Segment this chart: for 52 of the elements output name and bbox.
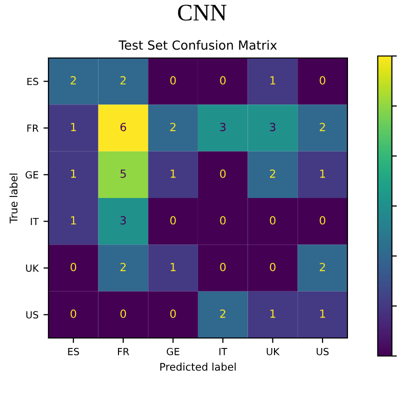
data-label: 6 — [120, 122, 126, 132]
data-label: 0 — [170, 216, 176, 225]
x-axis-title: Predicted label — [160, 362, 236, 371]
data-label: 0 — [220, 216, 226, 225]
data-label: 1 — [320, 310, 326, 318]
data-label: 2 — [320, 122, 325, 132]
data-label: 0 — [320, 216, 326, 225]
data-label: 0 — [220, 262, 226, 272]
data-label: 0 — [70, 309, 76, 318]
data-label: 5 — [120, 170, 126, 178]
chart-subtitle: Test Set Confusion Matrix — [118, 40, 277, 50]
data-label: 2 — [270, 169, 276, 178]
data-label: 0 — [170, 76, 176, 85]
x-tick-label: US — [316, 348, 329, 356]
data-label: 1 — [320, 170, 326, 178]
x-tick-label: ES — [68, 348, 80, 356]
y-tick-label: ES — [27, 78, 38, 86]
data-label: 1 — [71, 122, 76, 132]
data-label: 3 — [220, 122, 226, 132]
data-label: 1 — [270, 76, 276, 84]
data-label: 2 — [320, 262, 325, 272]
data-label: 1 — [270, 310, 276, 318]
data-label: 1 — [71, 216, 76, 224]
data-label: 0 — [170, 309, 176, 318]
y-tick-label: IT — [30, 218, 39, 226]
data-label: 3 — [270, 122, 276, 132]
data-label: 2 — [220, 309, 226, 318]
data-label: 1 — [71, 170, 76, 178]
x-tick-label: UK — [266, 348, 280, 356]
y-tick-label: US — [26, 311, 38, 318]
data-label: 0 — [220, 76, 226, 85]
y-axis-title: True label — [9, 174, 18, 224]
y-tick-label: FR — [27, 124, 38, 132]
chart-title: CNN — [178, 4, 226, 21]
x-tick-label: IT — [219, 348, 228, 356]
data-label: 0 — [270, 216, 276, 225]
data-label: 2 — [120, 76, 126, 84]
data-label: 2 — [120, 262, 126, 272]
data-label: 0 — [120, 309, 126, 318]
data-label: 2 — [70, 76, 76, 84]
data-label: 2 — [170, 122, 176, 132]
x-tick-label: FR — [118, 348, 130, 356]
y-tick-label: GE — [26, 171, 38, 178]
data-label: 1 — [170, 170, 176, 178]
data-label: 3 — [120, 216, 126, 225]
data-label: 0 — [320, 76, 326, 85]
y-tick-label: UK — [26, 264, 39, 272]
data-label: 1 — [170, 262, 176, 272]
data-label: 0 — [220, 169, 226, 178]
x-tick-label: GE — [166, 348, 180, 356]
data-label: 0 — [270, 262, 276, 272]
data-label: 0 — [70, 262, 76, 272]
